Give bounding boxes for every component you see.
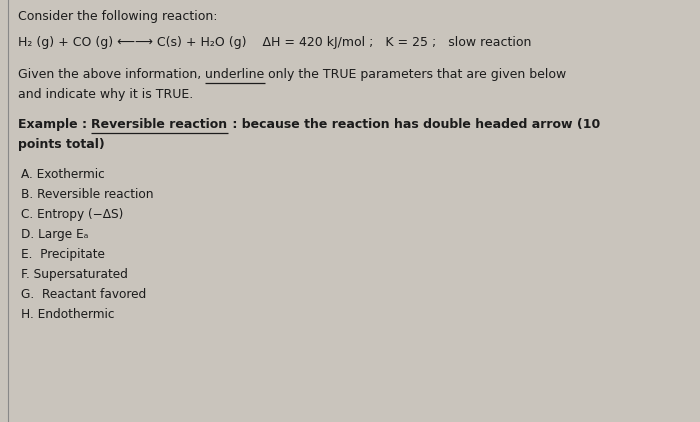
Text: G.  Reactant favored: G. Reactant favored	[21, 288, 146, 301]
Text: D. Large Eₐ: D. Large Eₐ	[21, 228, 88, 241]
Text: Consider the following reaction:: Consider the following reaction:	[18, 10, 218, 23]
Text: Given the above information,: Given the above information,	[18, 68, 205, 81]
Text: Example :: Example :	[18, 118, 92, 131]
Text: and indicate why it is TRUE.: and indicate why it is TRUE.	[18, 88, 193, 101]
Text: points total): points total)	[18, 138, 105, 151]
Text: Reversible reaction: Reversible reaction	[92, 118, 228, 131]
Text: F. Supersaturated: F. Supersaturated	[21, 268, 128, 281]
Text: underline: underline	[205, 68, 265, 81]
Text: only the TRUE parameters that are given below: only the TRUE parameters that are given …	[265, 68, 567, 81]
Text: H. Endothermic: H. Endothermic	[21, 308, 115, 321]
Text: H₂ (g) + CO (g) ⟵⟶ C(s) + H₂O (g)    ΔH = 420 kJ/mol ;   K = 25 ;   slow reactio: H₂ (g) + CO (g) ⟵⟶ C(s) + H₂O (g) ΔH = 4…	[18, 36, 531, 49]
Text: A. Exothermic: A. Exothermic	[21, 168, 105, 181]
Text: : because the reaction has double headed arrow (10: : because the reaction has double headed…	[228, 118, 600, 131]
Text: B. Reversible reaction: B. Reversible reaction	[21, 188, 153, 201]
Text: E.  Precipitate: E. Precipitate	[21, 248, 105, 261]
Text: C. Entropy (−ΔS): C. Entropy (−ΔS)	[21, 208, 123, 221]
